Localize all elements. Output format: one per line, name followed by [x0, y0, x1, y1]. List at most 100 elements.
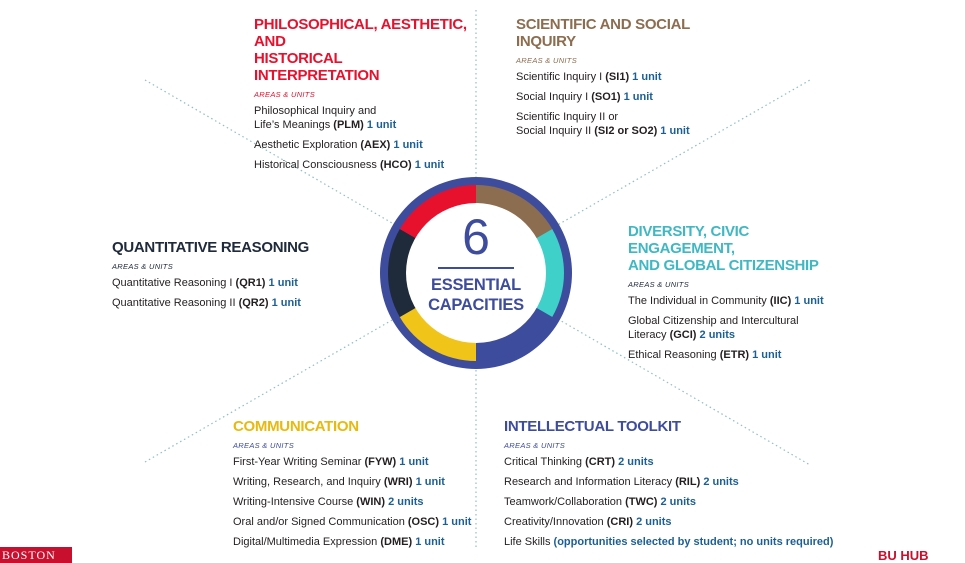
area-name: Oral and/or Signed Communication [233, 516, 408, 528]
area-list: Scientific Inquiry I (SI1) 1 unit Social … [516, 70, 736, 138]
section-scientific: SCIENTIFIC AND SOCIAL INQUIRY AREAS & UN… [516, 16, 736, 144]
area-item: Life Skills (opportunities selected by s… [504, 535, 844, 549]
area-list: First-Year Writing Seminar (FYW) 1 unit W… [233, 455, 473, 549]
area-units: 2 units [660, 496, 696, 508]
area-units: 1 unit [752, 349, 782, 361]
area-item: Writing-Intensive Course (WIN) 2 units [233, 495, 473, 509]
area-item: Oral and/or Signed Communication (OSC) 1… [233, 515, 473, 529]
area-units: 1 unit [660, 125, 690, 137]
section-diversity: DIVERSITY, CIVIC ENGAGEMENT, AND GLOBAL … [628, 223, 858, 368]
area-units: 1 unit [415, 476, 445, 488]
area-units: 2 units [699, 329, 735, 341]
section-toolkit: INTELLECTUAL TOOLKIT AREAS & UNITS Criti… [504, 418, 844, 555]
area-item: Aesthetic Exploration (AEX) 1 unit [254, 138, 469, 152]
areas-units-label: AREAS & UNITS [254, 90, 315, 99]
areas-units-label: AREAS & UNITS [112, 262, 173, 271]
area-item: Writing, Research, and Inquiry (WRI) 1 u… [233, 475, 473, 489]
area-code: (HCO) [379, 159, 412, 171]
area-item: Quantitative Reasoning I (QR1) 1 unit [112, 276, 332, 290]
area-code: (DME) [380, 536, 413, 548]
area-units: 2 units [618, 456, 654, 468]
area-code: (SO1) [591, 91, 621, 103]
area-units: (opportunities selected by student; no u… [553, 536, 834, 548]
area-item: Philosophical Inquiry and Life’s Meaning… [254, 104, 469, 132]
area-code: (TWC) [625, 496, 658, 508]
wheel-ring [380, 177, 572, 369]
area-code: (SI1) [605, 71, 630, 83]
area-name: Life Skills [504, 536, 554, 548]
area-name: Scientific Inquiry I [516, 71, 606, 83]
area-name: Critical Thinking [504, 456, 586, 468]
area-name: Digital/Multimedia Expression [233, 536, 381, 548]
area-units: 1 unit [442, 516, 472, 528]
area-code: (PLM) [333, 119, 364, 131]
area-name: The Individual in Community [628, 295, 770, 307]
area-code: (RIL) [675, 476, 701, 488]
area-item: Ethical Reasoning (ETR) 1 unit [628, 348, 858, 362]
section-heading: INTELLECTUAL TOOLKIT [504, 418, 681, 435]
capacities-count: 6 [462, 209, 490, 265]
area-code: (WIN) [356, 496, 386, 508]
boston-university-logo: BOSTON [0, 547, 72, 563]
capacities-label: ESSENTIAL CAPACITIES [428, 276, 524, 314]
area-name: Quantitative Reasoning I [112, 277, 236, 289]
area-units: 1 unit [414, 159, 445, 171]
area-name: Ethical Reasoning [628, 349, 720, 361]
area-item: Scientific Inquiry I (SI1) 1 unit [516, 70, 736, 84]
area-code: (QR2) [238, 297, 269, 309]
area-units: 1 unit [399, 456, 429, 468]
area-units: 1 unit [366, 119, 397, 131]
section-heading: PHILOSOPHICAL, AESTHETIC, AND HISTORICAL… [254, 16, 467, 84]
area-list: The Individual in Community (IIC) 1 unit… [628, 294, 858, 362]
section-quantitative: QUANTITATIVE REASONING AREAS & UNITS Qua… [112, 239, 332, 316]
area-item: Historical Consciousness (HCO) 1 unit [254, 158, 469, 172]
area-name: Historical Consciousness [254, 159, 380, 171]
center-divider [438, 267, 514, 269]
area-code: (SI2 or SO2) [594, 125, 658, 137]
area-units: 1 unit [415, 536, 445, 548]
area-name: Quantitative Reasoning II [112, 297, 239, 309]
area-item: Critical Thinking (CRT) 2 units [504, 455, 844, 469]
area-item: Scientific Inquiry II or Social Inquiry … [516, 110, 736, 138]
area-code: (ETR) [719, 349, 750, 361]
area-units: 2 units [703, 476, 739, 488]
area-item: Global Citizenship and Intercultural Lit… [628, 314, 858, 342]
area-name: Teamwork/Collaboration [504, 496, 626, 508]
bu-hub-logo: BU HUB [878, 549, 929, 563]
area-code: (IIC) [769, 295, 792, 307]
section-heading: SCIENTIFIC AND SOCIAL INQUIRY [516, 16, 690, 50]
connector-line-diag-1 [144, 79, 811, 466]
area-code: (WRI) [383, 476, 413, 488]
area-item: Creativity/Innovation (CRI) 2 units [504, 515, 844, 529]
area-item: First-Year Writing Seminar (FYW) 1 unit [233, 455, 473, 469]
area-units: 1 unit [794, 295, 824, 307]
area-name: First-Year Writing Seminar [233, 456, 365, 468]
area-list: Quantitative Reasoning I (QR1) 1 unit Qua… [112, 276, 332, 310]
area-name: Aesthetic Exploration [254, 139, 361, 151]
area-name: Social Inquiry I [516, 91, 592, 103]
section-heading: QUANTITATIVE REASONING [112, 239, 310, 256]
areas-units-label: AREAS & UNITS [233, 441, 294, 450]
section-heading: DIVERSITY, CIVIC ENGAGEMENT, AND GLOBAL … [628, 223, 819, 274]
capacities-wheel: 6 ESSENTIAL CAPACITIES [376, 173, 576, 373]
area-name: Writing-Intensive Course [233, 496, 357, 508]
area-list: Philosophical Inquiry and Life’s Meaning… [254, 104, 469, 172]
area-item: Research and Information Literacy (RIL) … [504, 475, 844, 489]
area-code: (FYW) [364, 456, 397, 468]
area-units: 1 unit [393, 139, 423, 151]
area-code: (CRT) [585, 456, 616, 468]
area-code: (AEX) [360, 139, 391, 151]
area-units: 2 units [388, 496, 424, 508]
area-name: Philosophical Inquiry and Life’s Meaning… [254, 105, 377, 131]
area-item: Digital/Multimedia Expression (DME) 1 un… [233, 535, 473, 549]
area-name: Research and Information Literacy [504, 476, 676, 488]
areas-units-label: AREAS & UNITS [516, 56, 577, 65]
area-name: Global Citizenship and Intercultural Lit… [628, 315, 799, 341]
area-name: Writing, Research, and Inquiry [233, 476, 384, 488]
area-code: (CRI) [606, 516, 633, 528]
section-philosophical: PHILOSOPHICAL, AESTHETIC, AND HISTORICAL… [254, 16, 469, 178]
section-heading: COMMUNICATION [233, 418, 359, 435]
area-units: 1 unit [271, 297, 301, 309]
area-code: (GCI) [669, 329, 697, 341]
section-communication: COMMUNICATION AREAS & UNITS First-Year W… [233, 418, 473, 555]
